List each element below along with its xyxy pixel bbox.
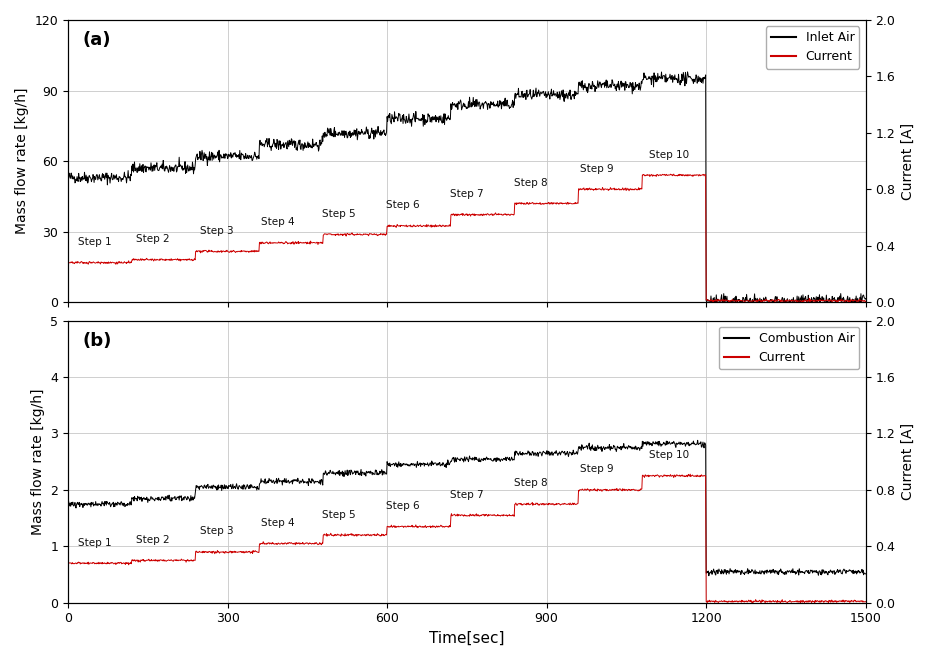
Text: Step 1: Step 1 — [78, 537, 112, 548]
Text: Step 8: Step 8 — [514, 178, 548, 188]
X-axis label: Time[sec]: Time[sec] — [429, 631, 505, 646]
Text: Step 7: Step 7 — [450, 189, 484, 199]
Text: Step 9: Step 9 — [580, 465, 614, 475]
Text: Step 5: Step 5 — [323, 209, 356, 219]
Text: Step 9: Step 9 — [580, 164, 614, 174]
Y-axis label: Mass flow rate [kg/h]: Mass flow rate [kg/h] — [15, 88, 29, 234]
Text: Step 4: Step 4 — [261, 518, 295, 528]
Text: Step 2: Step 2 — [137, 535, 170, 545]
Text: Step 7: Step 7 — [450, 490, 484, 500]
Y-axis label: Current [A]: Current [A] — [901, 122, 915, 200]
Text: Step 8: Step 8 — [514, 479, 548, 488]
Legend: Combustion Air, Current: Combustion Air, Current — [719, 327, 859, 369]
Text: Step 2: Step 2 — [137, 234, 170, 245]
Text: Step 3: Step 3 — [200, 526, 233, 537]
Text: (b): (b) — [83, 332, 112, 350]
Legend: Inlet Air, Current: Inlet Air, Current — [765, 26, 859, 69]
Y-axis label: Mass flow rate [kg/h]: Mass flow rate [kg/h] — [31, 389, 45, 535]
Y-axis label: Current [A]: Current [A] — [901, 423, 915, 500]
Text: (a): (a) — [83, 31, 111, 50]
Text: Step 10: Step 10 — [649, 450, 689, 460]
Text: Step 6: Step 6 — [386, 501, 419, 511]
Text: Step 5: Step 5 — [323, 510, 356, 520]
Text: Step 4: Step 4 — [261, 217, 295, 227]
Text: Step 10: Step 10 — [649, 149, 689, 159]
Text: Step 1: Step 1 — [78, 237, 112, 247]
Text: Step 3: Step 3 — [200, 226, 233, 236]
Text: Step 6: Step 6 — [386, 200, 419, 210]
